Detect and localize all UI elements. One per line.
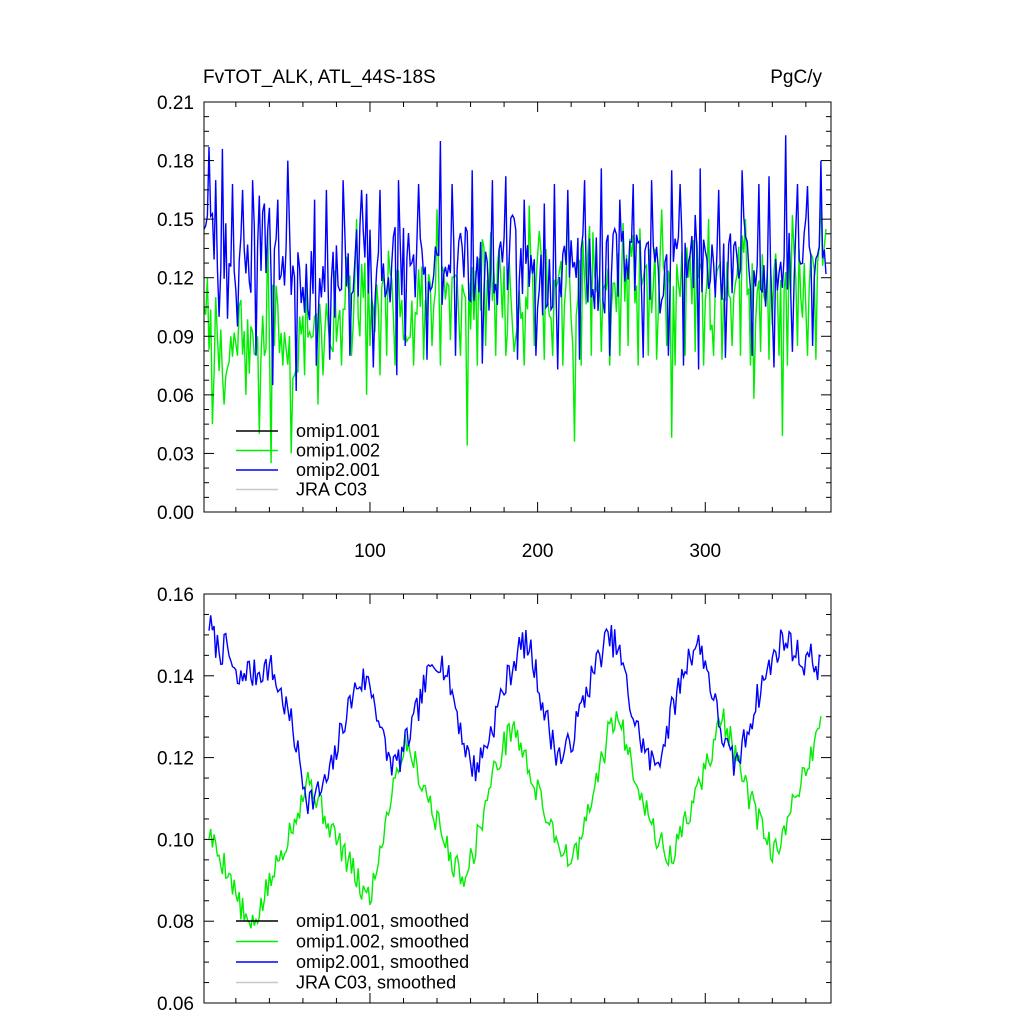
legend-label: omip2.001, smoothed — [296, 952, 469, 972]
top-chart-title: FvTOT_ALK, ATL_44S-18S — [203, 67, 436, 88]
bottom-axes: 0.06 0.08 0.10 0.12 0.14 0.16 — [157, 585, 832, 1015]
y-tick-label: 0.14 — [157, 667, 194, 688]
y-tick-label: 0.15 — [157, 210, 194, 231]
y-tick-label: 0.16 — [157, 585, 194, 606]
y-tick-label: 0.09 — [157, 327, 194, 348]
legend-label: JRA C03, smoothed — [296, 973, 456, 993]
top-axes: 0.00 0.03 0.06 0.09 0.12 0.15 0.18 0.21 100 200 30… — [157, 93, 832, 562]
series-line-omip2-001-smoothed — [208, 615, 822, 815]
y-tick-label: 0.12 — [157, 269, 194, 290]
legend-label: omip2.001 — [296, 460, 380, 480]
bottom-panel: 0.06 0.08 0.10 0.12 0.14 0.16 omip1.001, smoo… — [157, 585, 832, 1015]
top-series-group — [203, 135, 827, 464]
x-tick-label: 300 — [689, 541, 721, 562]
y-tick-label: 0.10 — [157, 830, 194, 851]
y-tick-label: 0.12 — [157, 749, 194, 770]
y-tick-label: 0.03 — [157, 444, 194, 465]
legend-label: omip1.002 — [296, 441, 380, 461]
y-tick-label: 0.08 — [157, 912, 194, 933]
top-chart-units: PgC/y — [770, 67, 822, 88]
legend-label: omip1.001, smoothed — [296, 911, 469, 931]
legend-label: omip1.002, smoothed — [296, 932, 469, 952]
legend-label: omip1.001 — [296, 421, 380, 441]
series-line-omip1-002 — [203, 193, 827, 464]
y-tick-label: 0.06 — [157, 386, 194, 407]
x-tick-label: 200 — [522, 541, 554, 562]
series-line-omip2-001 — [203, 135, 827, 392]
x-tick-label: 100 — [354, 541, 386, 562]
y-tick-label: 0.21 — [157, 93, 194, 114]
y-tick-label: 0.18 — [157, 152, 194, 173]
y-tick-label: 0.06 — [157, 994, 194, 1015]
y-tick-label: 0.00 — [157, 503, 194, 524]
legend-label: JRA C03 — [296, 480, 367, 500]
top-panel: FvTOT_ALK, ATL_44S-18S PgC/y 0.000.030.0… — [157, 67, 832, 562]
series-line-omip1-002-smoothed — [208, 708, 822, 929]
bottom-series-group — [208, 615, 822, 929]
